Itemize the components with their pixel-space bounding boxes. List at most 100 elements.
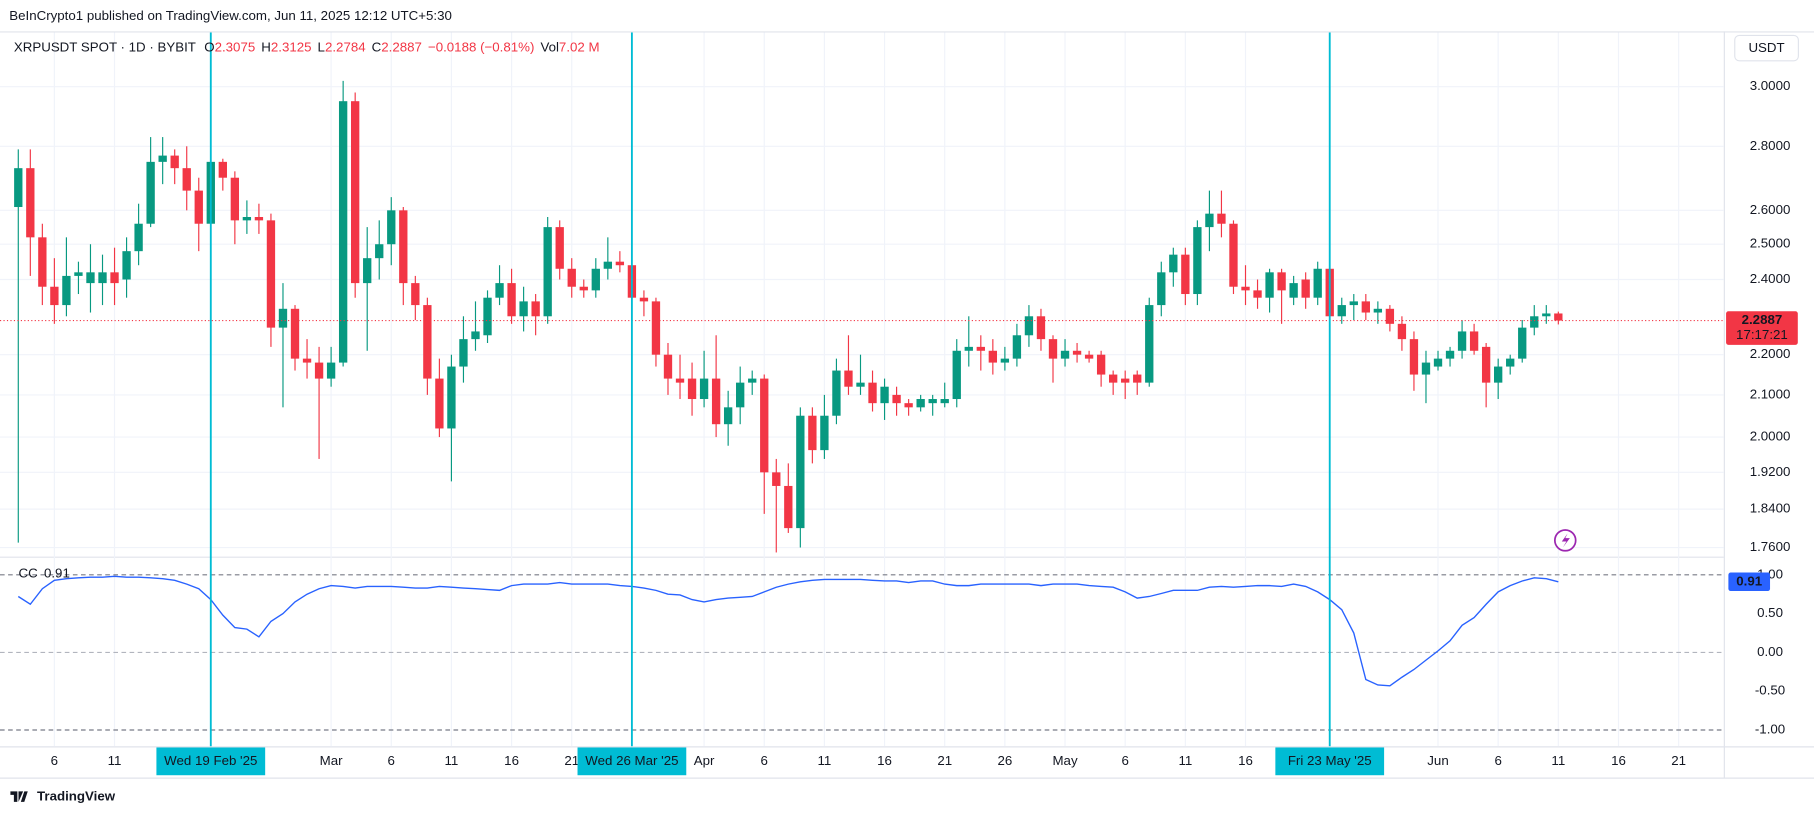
candle-body — [254, 217, 264, 221]
candle-body — [1096, 354, 1106, 375]
candle-body — [675, 378, 685, 383]
close-value: 2.2887 — [381, 39, 422, 54]
marker-label: Wed 26 Mar '25 — [585, 753, 678, 768]
candle-body — [459, 339, 468, 367]
candle-body — [1530, 316, 1539, 328]
candle-body — [711, 378, 721, 425]
candle-body — [495, 283, 504, 298]
x-tick-label: 21 — [564, 753, 579, 768]
x-tick-label: 16 — [1611, 753, 1626, 768]
candle-body — [772, 472, 781, 486]
candle-body — [639, 297, 649, 302]
candle-body — [134, 223, 143, 252]
y-tick-label: 2.8000 — [1750, 138, 1791, 153]
change-percent: (−0.81%) — [480, 39, 534, 54]
candle-body — [1349, 301, 1358, 306]
y-tick-label: 2.5000 — [1750, 236, 1791, 251]
candle-body — [351, 101, 360, 284]
cc-tick-label: 0.00 — [1757, 644, 1783, 659]
candle-body — [483, 297, 492, 336]
x-tick-label: 11 — [108, 753, 122, 768]
candle-body — [651, 301, 661, 355]
candle-body — [928, 399, 937, 404]
last-price-box — [1726, 311, 1798, 345]
candle-body — [230, 177, 240, 221]
symbol: XRPUSDT SPOT · 1D · BYBIT — [14, 39, 196, 54]
candle-body — [940, 399, 949, 404]
candle-body — [952, 350, 961, 400]
candle-body — [146, 161, 155, 224]
candle-body — [579, 286, 588, 291]
logo: TradingView — [10, 789, 116, 804]
currency-button[interactable] — [1734, 34, 1799, 62]
currency-label: USDT — [1748, 40, 1784, 55]
candle-body — [387, 210, 396, 245]
candle-body — [1205, 213, 1214, 228]
y-tick-label: 1.9200 — [1750, 464, 1791, 479]
candle-body — [26, 168, 35, 238]
alert-icon[interactable] — [1553, 529, 1577, 552]
candle-body — [796, 415, 805, 529]
candle-body — [1385, 308, 1395, 324]
candle-body — [194, 190, 203, 224]
candle-body — [832, 370, 841, 416]
candle-body — [110, 272, 119, 284]
candle-body — [1301, 279, 1310, 298]
candle-body — [1397, 323, 1407, 340]
x-tick-label: Jun — [1427, 753, 1448, 768]
x-tick-label: Mar — [320, 753, 343, 768]
candle-body — [266, 220, 276, 328]
marker-label: Fri 23 May '25 — [1288, 753, 1372, 768]
alert-bolt — [1561, 533, 1570, 548]
candle-body — [1361, 301, 1370, 313]
candle-body — [1121, 378, 1130, 383]
candle-body — [1421, 362, 1431, 375]
logo-mark — [10, 791, 28, 802]
open-label: O — [204, 39, 214, 54]
candle-body — [14, 168, 23, 208]
candle-body — [1554, 313, 1563, 321]
candle-body — [988, 350, 998, 363]
candle-body — [471, 331, 480, 340]
marker-label-box — [156, 747, 266, 776]
overlay: 6 11 Mar 6 11 16 21 Apr 6 11 16 21 26 May 6 11 16 Jun 6 11 1… — [19, 32, 1798, 776]
candle-body — [1518, 327, 1527, 359]
candle-body — [976, 346, 985, 351]
high-label: H — [261, 39, 271, 54]
marker-label: Wed 19 Feb '25 — [164, 753, 257, 768]
candle-body — [1373, 308, 1383, 313]
candle-body — [1481, 346, 1491, 383]
x-tick-label: 21 — [1671, 753, 1686, 768]
candle-body — [338, 101, 348, 363]
candle-body — [868, 382, 877, 404]
candle-body — [242, 217, 252, 221]
cc-tick-label: -1.00 — [1755, 722, 1785, 737]
candle-body — [1229, 223, 1238, 287]
byline: BeInCrypto1 published on TradingView.com… — [9, 8, 452, 23]
candle-body — [62, 275, 71, 306]
cc-tick-label: 0.50 — [1757, 605, 1783, 620]
candle-body — [363, 258, 372, 284]
y-tick-label: 2.6000 — [1750, 202, 1791, 217]
candle-body — [278, 308, 288, 328]
x-tick-label: 11 — [1178, 753, 1192, 768]
candle-body — [423, 305, 432, 379]
candle-body — [1241, 286, 1250, 291]
cc-name: CC — [19, 565, 39, 580]
candle-body — [1506, 358, 1515, 367]
candle-body — [1277, 272, 1286, 291]
low-label: L — [318, 39, 325, 54]
candle-body — [411, 283, 420, 306]
y-tick-label: 3.0000 — [1750, 78, 1791, 93]
x-tick-label: 6 — [51, 753, 58, 768]
candle-body — [170, 155, 179, 169]
candle-body — [98, 272, 107, 284]
candle-body — [736, 382, 745, 408]
candle-body — [1494, 366, 1503, 383]
candle-body — [1181, 254, 1190, 295]
marker-label-box — [1275, 747, 1385, 776]
candle-body — [856, 382, 865, 387]
candle-body — [1542, 313, 1551, 317]
candle-body — [723, 407, 733, 425]
